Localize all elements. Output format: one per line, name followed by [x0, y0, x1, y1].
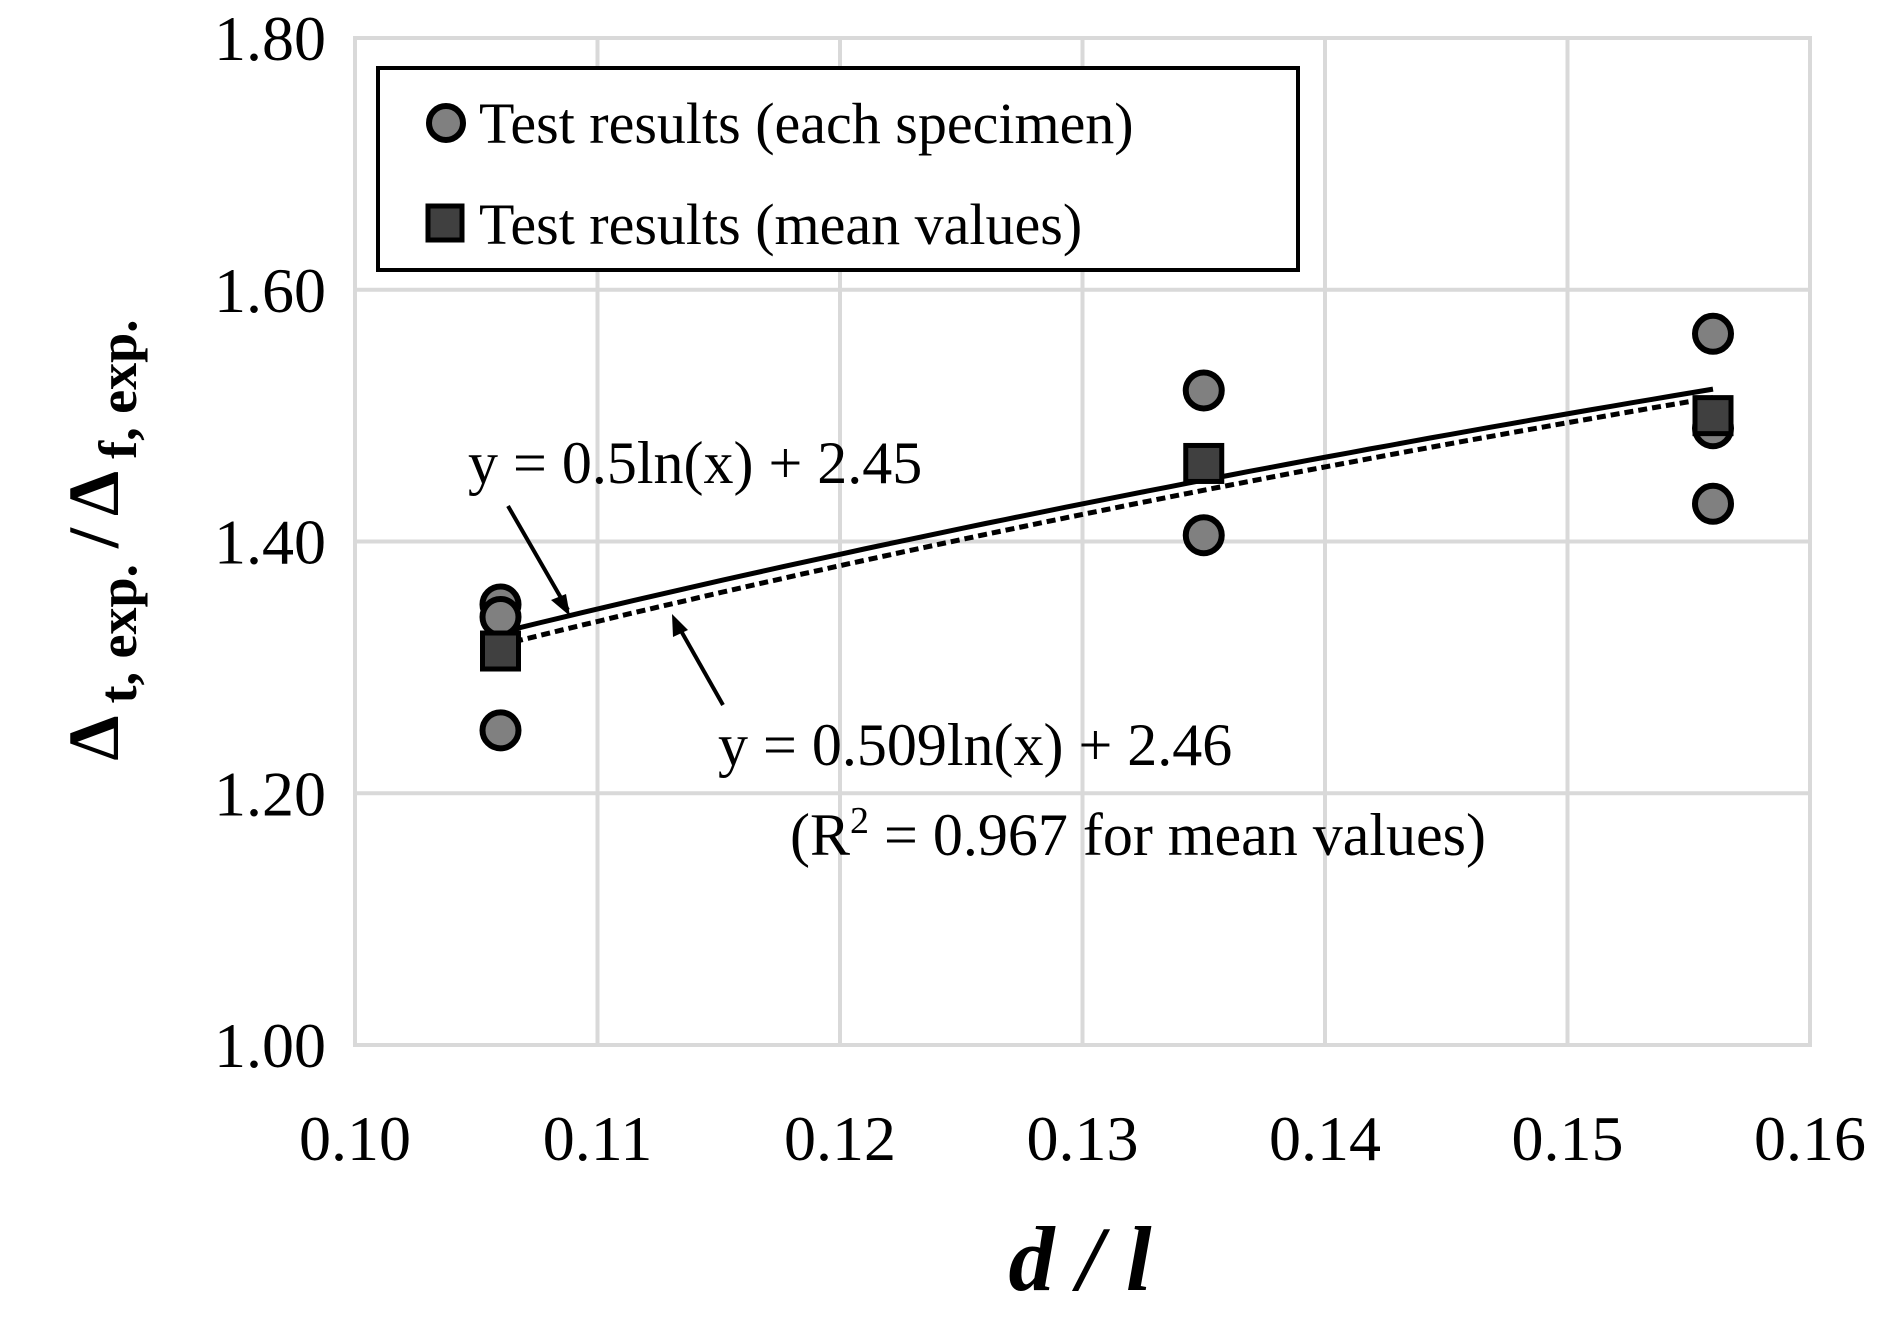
arrow-head-dashed-fit — [672, 614, 688, 637]
y-tick-label: 1.20 — [214, 758, 326, 829]
y-axis-title-sub-1: t, exp. — [88, 564, 148, 703]
r-squared-open: (R — [790, 802, 850, 868]
legend: Test results (each specimen) Test result… — [376, 66, 1300, 272]
x-tick-label: 0.11 — [543, 1103, 653, 1174]
arrow-head-solid-fit — [551, 594, 570, 616]
arrow-dashed-fit — [674, 621, 725, 706]
solid-fit-line — [499, 386, 1714, 635]
y-tick-label: 1.40 — [214, 507, 326, 578]
x-tick-label: 0.16 — [1754, 1103, 1866, 1174]
equation-label-dashed-fit: y = 0.509ln(x) + 2.46 — [718, 712, 1232, 778]
legend-label-mean-values: Test results (mean values) — [479, 192, 1082, 257]
x-axis-tick-labels: 0.10 0.11 0.12 0.13 0.14 0.15 0.16 — [299, 1103, 1866, 1174]
legend-marker-circle — [426, 103, 466, 143]
x-tick-label: 0.13 — [1027, 1103, 1139, 1174]
specimen-point — [1182, 369, 1225, 412]
y-axis-title-delta-1: Δ — [54, 715, 134, 760]
x-axis-title: d / l — [1008, 1208, 1152, 1310]
x-tick-label: 0.14 — [1269, 1103, 1381, 1174]
specimen-point — [479, 596, 522, 639]
y-tick-label: 1.60 — [214, 255, 326, 326]
arrow-solid-fit — [506, 505, 570, 611]
mean-value-point — [1183, 442, 1225, 484]
mean-value-point — [480, 630, 521, 672]
specimen-point — [479, 709, 522, 752]
legend-marker-square — [425, 203, 465, 243]
svg-text:Δt, exp./Δf, exp.: Δt, exp. / Δf, exp. — [54, 319, 148, 760]
y-tick-label: 1.00 — [214, 1010, 326, 1081]
specimen-point — [1692, 482, 1734, 525]
y-axis-tick-labels: 1.00 1.20 1.40 1.60 1.80 — [214, 3, 326, 1081]
dashed-fit-line — [499, 395, 1714, 648]
mean-value-point — [1692, 395, 1734, 437]
y-axis-title-sub-2: f, exp. — [88, 319, 148, 458]
x-tick-label: 0.15 — [1512, 1103, 1624, 1174]
specimen-point — [1692, 312, 1734, 355]
legend-box — [376, 66, 1300, 272]
y-tick-label: 1.80 — [214, 3, 326, 74]
equation-label-solid-fit: y = 0.5ln(x) + 2.45 — [468, 430, 922, 496]
y-axis-title: Δt, exp. / Δf, exp. — [54, 319, 148, 760]
y-axis-title-slash: / — [54, 527, 134, 549]
y-axis-title-delta-2: Δ — [54, 471, 134, 516]
r-squared-superscript: 2 — [850, 800, 869, 842]
x-tick-label: 0.12 — [784, 1103, 896, 1174]
x-tick-label: 0.10 — [299, 1103, 411, 1174]
r-squared-label: (R2 = 0.967 for mean values) — [790, 800, 1486, 868]
r-squared-rest: = 0.967 for mean values) — [869, 802, 1486, 868]
trend-lines — [499, 386, 1714, 648]
specimen-point — [1182, 514, 1225, 557]
legend-label-each-specimen: Test results (each specimen) — [479, 91, 1134, 156]
data-points — [479, 312, 1734, 752]
